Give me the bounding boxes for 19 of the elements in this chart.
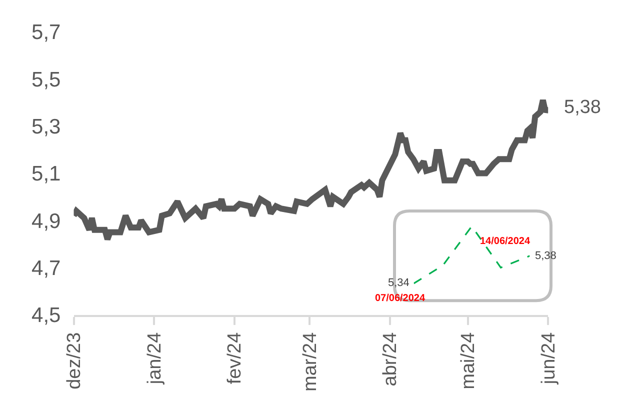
x-tick-label: fev/24 (224, 332, 246, 384)
y-tick-label: 5,3 (32, 115, 61, 138)
x-tick-label: jan/24 (144, 332, 166, 386)
annotation: 5,38 (564, 97, 601, 118)
x-tick-label: abr/24 (380, 332, 402, 386)
x-tick-label: jun/24 (538, 332, 560, 386)
y-tick-label: 4,7 (32, 256, 61, 280)
data-label: 5,34 (388, 277, 410, 289)
x-tick-label: dez/23 (64, 332, 85, 390)
annotation: 07/06/2024 (375, 293, 426, 304)
x-tick-label: mai/24 (458, 332, 479, 390)
annotation: 14/06/2024 (480, 236, 530, 247)
y-tick-label: 4,9 (32, 210, 61, 233)
y-tick-label: 4,5 (32, 304, 61, 328)
y-tick-label: 5,7 (32, 21, 61, 44)
data-label: 5,38 (535, 250, 556, 262)
y-tick-label: 5,1 (32, 162, 61, 186)
x-tick-label: mar/24 (300, 332, 321, 392)
y-tick-label: 5,5 (32, 68, 61, 92)
